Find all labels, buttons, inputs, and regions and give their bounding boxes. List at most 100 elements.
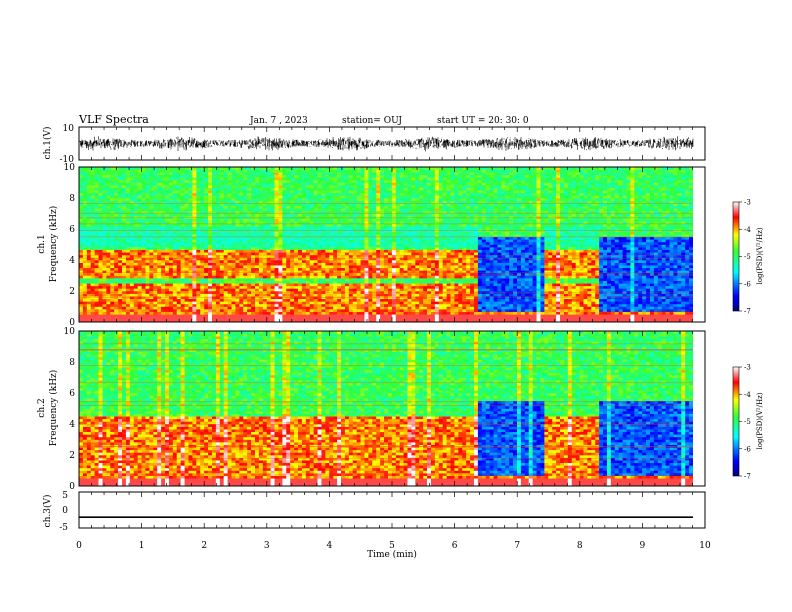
spectrogram-cell [286, 205, 291, 209]
spectrogram-cell [254, 309, 260, 312]
spectrogram-cell [223, 200, 228, 204]
spectrogram-cell [321, 283, 326, 287]
spectrogram-cell [309, 223, 314, 227]
spectrogram-cell [192, 278, 197, 281]
spectrogram-cell [258, 265, 264, 269]
spectrogram-cell [352, 291, 357, 294]
spectrogram-cell [149, 234, 154, 238]
spectrogram-cell [258, 260, 264, 263]
spectrogram-cell [204, 172, 209, 176]
spectrogram-cell [133, 167, 138, 170]
spectrogram-cell [298, 200, 303, 204]
spectrogram-cell [133, 192, 138, 196]
spectrogram-cell [235, 267, 240, 271]
spectrogram-cell [102, 216, 107, 219]
spectrogram-cell [387, 200, 393, 204]
spectrogram-cell [208, 205, 213, 209]
spectrogram-cell [247, 190, 252, 194]
spectrogram-cell [133, 234, 138, 238]
spectrogram-cell [352, 208, 357, 212]
spectrogram-cell [344, 234, 350, 238]
spectrogram-cell [286, 195, 291, 199]
spectrogram-cell [157, 190, 162, 194]
spectrogram-cell [172, 169, 178, 173]
spectrogram-cell [208, 252, 213, 256]
spectrogram-cell [118, 316, 123, 320]
spectrogram-cell [360, 288, 365, 292]
spectrogram-cell [247, 296, 252, 300]
spectrogram-cell [262, 195, 268, 199]
spectrogram-cell [387, 185, 393, 188]
spectrogram-cell [341, 280, 346, 284]
spectrogram-cell [360, 262, 365, 266]
spectrogram-cell [262, 205, 268, 209]
spectrogram-cell [243, 195, 248, 199]
spectrogram-cell [313, 241, 318, 245]
spectrogram-cell [223, 182, 228, 186]
spectrogram-cell [157, 241, 162, 245]
spectrogram-cell [387, 309, 393, 312]
spectrogram-cell [141, 239, 146, 243]
spectrogram-cell [176, 285, 181, 289]
spectrogram-cell [188, 216, 193, 219]
spectrogram-cell [243, 179, 248, 183]
spectrogram-cell [200, 260, 205, 263]
spectrogram-cell [145, 262, 150, 266]
spectrogram-cell [321, 195, 326, 199]
spectrogram-cell [122, 309, 127, 312]
spectrogram-cell [122, 223, 127, 227]
spectrogram-cell [157, 319, 162, 322]
spectrogram-cell [231, 316, 236, 320]
spectrogram-cell [364, 210, 369, 214]
spectrogram-cell [196, 301, 201, 305]
spectrogram-cell [251, 195, 256, 199]
spectrogram-cell [329, 267, 334, 271]
spectrogram-cell [125, 179, 131, 183]
spectrogram-cell [125, 208, 131, 212]
spectrogram-cell [165, 179, 170, 183]
spectrogram-cell [262, 221, 268, 225]
spectrogram-cell [157, 213, 162, 217]
spectrogram-cell [157, 283, 162, 287]
spectrogram-cell [196, 319, 201, 322]
spectrogram-cell [204, 177, 209, 181]
spectrogram-cell [325, 252, 330, 256]
spectrogram-cell [192, 306, 197, 310]
spectrogram-cell [82, 265, 88, 269]
spectrogram-cell [219, 177, 224, 181]
spectrogram-cell [368, 247, 373, 250]
spectrogram-cell [301, 179, 307, 183]
spectrogram-cell [356, 241, 361, 245]
spectrogram-cell [235, 203, 240, 207]
spectrogram-cell [341, 167, 346, 170]
spectrogram-cell [376, 293, 381, 297]
spectrogram-cell [227, 288, 232, 292]
spectrogram-cell [344, 296, 350, 300]
spectrogram-cell [172, 296, 178, 300]
spectrogram-cell [161, 179, 166, 183]
spectrogram-cell [387, 234, 393, 238]
spectrogram-cell [348, 316, 354, 320]
spectrogram-cell [122, 218, 127, 222]
spectrogram-cell [239, 278, 244, 281]
spectrogram-cell [161, 192, 166, 196]
spectrogram-cell [313, 177, 318, 181]
spectrogram-cell [215, 239, 221, 243]
spectrogram-cell [208, 169, 213, 173]
spectrogram-cell [282, 169, 287, 173]
spectrogram-cell [364, 239, 369, 243]
spectrogram-cell [172, 314, 178, 318]
spectrogram-cell [172, 275, 178, 279]
spectrogram-cell [333, 169, 338, 173]
spectrogram-cell [270, 309, 275, 312]
spectrogram-cell [372, 239, 377, 243]
spectrogram-cell [215, 275, 221, 279]
spectrogram-cell [368, 208, 373, 212]
spectrogram-cell [254, 267, 260, 271]
spectrogram-cell [223, 254, 228, 258]
spectrogram-cell [180, 218, 185, 222]
spectrogram-cell [344, 185, 350, 188]
spectrogram-cell [243, 177, 248, 181]
spectrogram-cell [243, 306, 248, 310]
spectrogram-cell [153, 192, 158, 196]
